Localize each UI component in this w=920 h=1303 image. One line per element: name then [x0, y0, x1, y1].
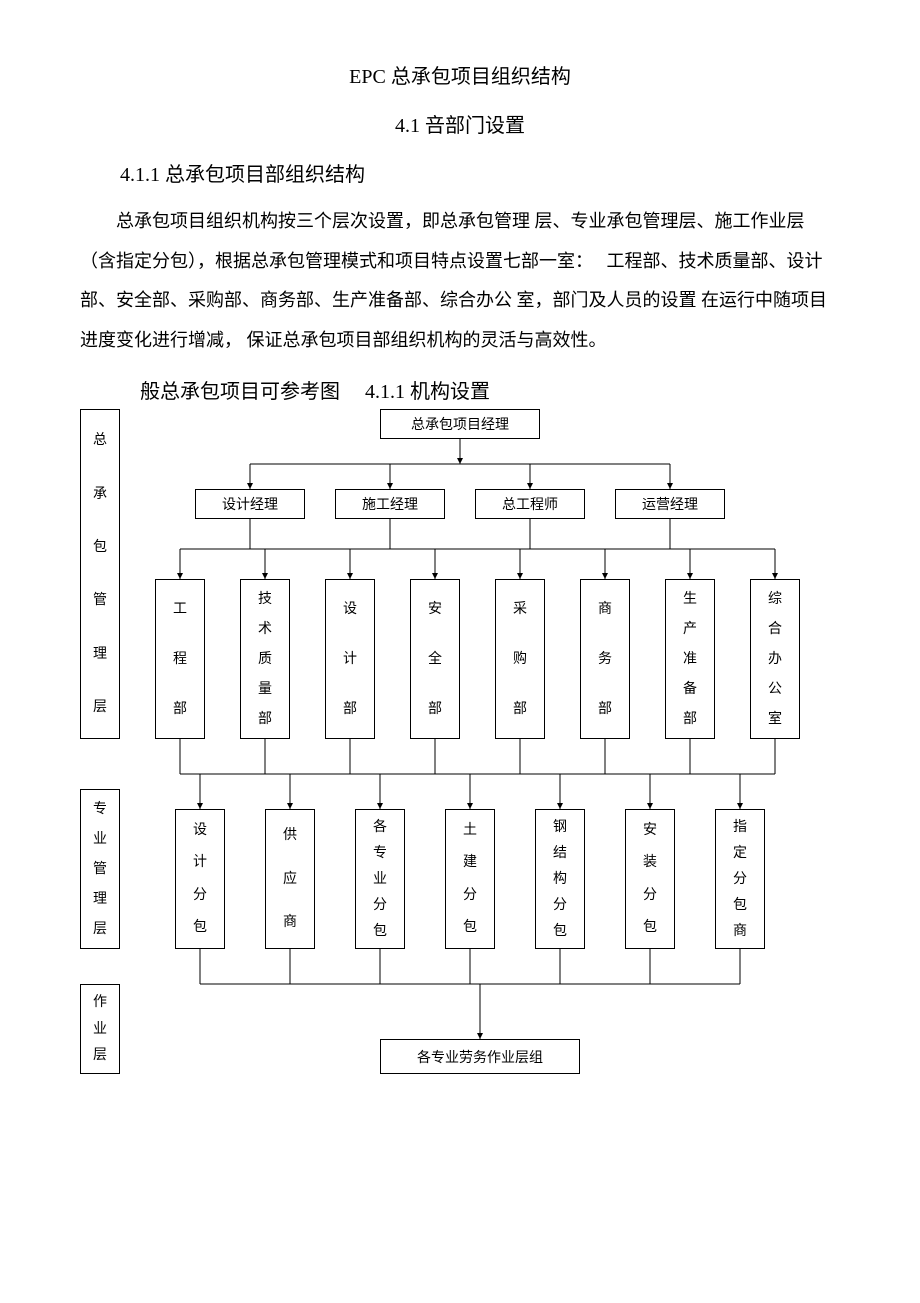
sub-design: 设计分包	[175, 809, 225, 949]
doc-title: EPC 总承包项目组织结构	[80, 60, 840, 89]
dept-office: 综合办公室	[750, 579, 800, 739]
figure-reference: 般总承包项目可参考图 4.1.1 机构设置	[140, 375, 840, 404]
sub-supplier: 供应商	[265, 809, 315, 949]
node-ops-mgr: 运营经理	[615, 489, 725, 519]
sub-install: 安装分包	[625, 809, 675, 949]
node-chief-eng: 总工程师	[475, 489, 585, 519]
dept-design: 设计部	[325, 579, 375, 739]
doc-subtitle: 4.1 咅部门设置	[80, 109, 840, 138]
sub-steel: 钢结构分包	[535, 809, 585, 949]
sub-civil: 土建分包	[445, 809, 495, 949]
side-label-pro: 专业管理层	[80, 789, 120, 949]
connector-lines	[80, 409, 840, 1109]
body-paragraph: 总承包项目组织机构按三个层次设置，即总承包管理 层、专业承包管理层、施工作业层 …	[80, 202, 840, 360]
sub-nominated: 指定分包商	[715, 809, 765, 949]
dept-eng: 工程部	[155, 579, 205, 739]
dept-biz: 商务部	[580, 579, 630, 739]
side-label-work: 作业层	[80, 984, 120, 1074]
dept-procure: 采购部	[495, 579, 545, 739]
node-labor-teams: 各专业劳务作业层组	[380, 1039, 580, 1074]
node-const-mgr: 施工经理	[335, 489, 445, 519]
org-chart: 总承包管理层 专业管理层 作业层 总承包项目经理 设计经理 施工经理 总工程师 …	[80, 409, 840, 1109]
dept-safety: 安全部	[410, 579, 460, 739]
node-pm: 总承包项目经理	[380, 409, 540, 439]
sub-spec: 各专业分包	[355, 809, 405, 949]
section-heading: 4.1.1 总承包项目部组织结构	[120, 158, 840, 187]
node-design-mgr: 设计经理	[195, 489, 305, 519]
dept-prod: 生产准备部	[665, 579, 715, 739]
dept-tech: 技术质量部	[240, 579, 290, 739]
side-label-mgmt: 总承包管理层	[80, 409, 120, 739]
